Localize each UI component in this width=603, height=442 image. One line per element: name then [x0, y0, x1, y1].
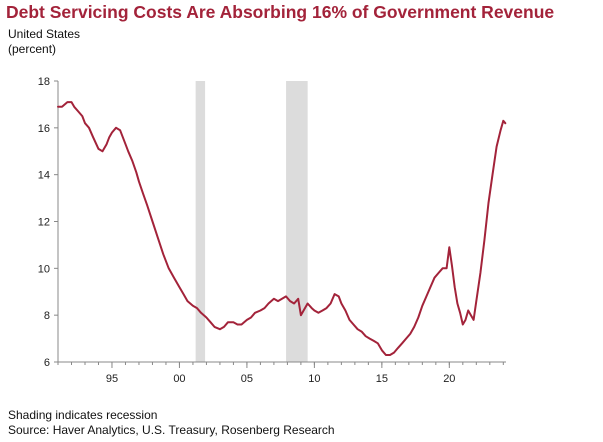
x-tick-label: 05 — [241, 373, 253, 385]
x-tick-label: 20 — [443, 373, 455, 385]
recession-shading-group — [195, 81, 308, 362]
x-tick-label: 00 — [173, 373, 185, 385]
y-tick-label: 16 — [38, 123, 50, 135]
line-chart: 6 8 10 12 14 16 18 95 00 05 10 15 20 — [38, 76, 507, 385]
x-tick-label: 15 — [376, 373, 388, 385]
subtitle-unit: (percent) — [8, 42, 57, 56]
y-tick-label: 6 — [44, 357, 50, 369]
footnote-source: Source: Haver Analytics, U.S. Treasury, … — [8, 423, 335, 437]
chart-axes: 6 8 10 12 14 16 18 95 00 05 10 15 20 — [38, 76, 506, 385]
series-line-1 — [57, 101, 507, 356]
series-group — [57, 101, 507, 356]
y-tick-label: 8 — [44, 310, 50, 322]
y-tick-label: 18 — [38, 76, 50, 88]
footnote-shading: Shading indicates recession — [8, 408, 158, 422]
x-tick-label: 95 — [106, 373, 118, 385]
recession-band — [286, 81, 308, 362]
x-tick-label: 10 — [308, 373, 320, 385]
y-tick-label: 10 — [38, 263, 50, 275]
chart-title: Debt Servicing Costs Are Absorbing 16% o… — [6, 2, 555, 22]
subtitle-country: United States — [8, 27, 81, 41]
recession-band — [195, 81, 206, 362]
y-tick-label: 14 — [38, 170, 50, 182]
y-tick-label: 12 — [38, 217, 50, 229]
